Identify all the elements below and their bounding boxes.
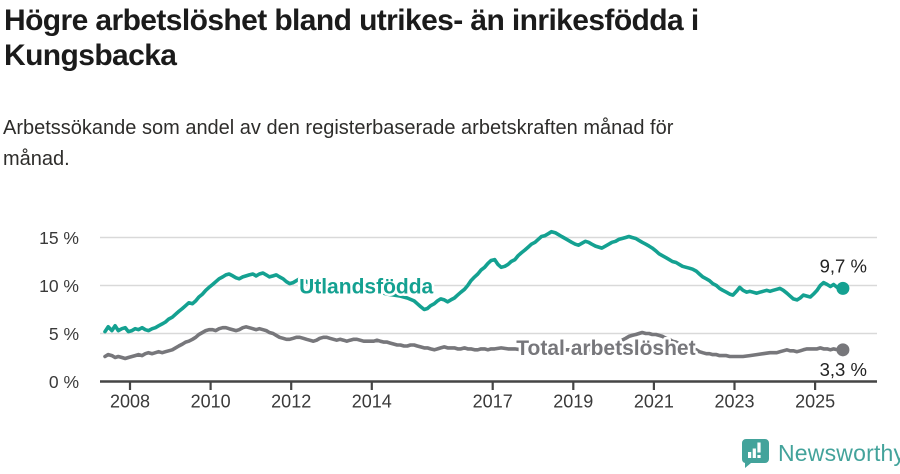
- series-end-dot-utlandsf-dda: [836, 281, 850, 295]
- end-value-label-utlandsf-dda: 9,7 %: [820, 255, 867, 276]
- y-tick-label: 15 %: [39, 228, 79, 248]
- y-tick-label: 10 %: [39, 276, 79, 296]
- page-title: Högre arbetslöshet bland utrikes- än inr…: [4, 4, 699, 72]
- series-label-total-arbetsl-shet: Total arbetslöshet: [516, 337, 695, 360]
- x-tick-label: 2008: [110, 392, 150, 412]
- newsworthy-logo-text: Newsworthy: [778, 439, 900, 466]
- y-tick-label: 5 %: [49, 324, 79, 344]
- x-tick-label: 2017: [473, 392, 513, 412]
- x-tick-label: 2023: [714, 392, 754, 412]
- series-label-utlandsf-dda: Utlandsfödda: [299, 275, 433, 298]
- page-subtitle: Arbetssökande som andel av den registerb…: [3, 117, 674, 170]
- end-value-label-total-arbetsl-shet: 3,3 %: [820, 359, 867, 380]
- x-tick-label: 2014: [352, 392, 392, 412]
- newsworthy-logo: Newsworthy: [741, 438, 900, 468]
- series-line-utlandsf-dda: [103, 229, 845, 334]
- x-tick-label: 2010: [191, 392, 231, 412]
- x-tick-label: 2019: [553, 392, 593, 412]
- x-tick-label: 2025: [795, 392, 835, 412]
- series-end-dot-total-arbetsl-shet: [836, 343, 850, 357]
- x-tick-label: 2012: [271, 392, 311, 412]
- y-tick-label: 0 %: [49, 372, 79, 392]
- newsworthy-chart-bubble-icon: [741, 439, 769, 468]
- series-line-total-arbetsl-shet: [103, 325, 845, 361]
- x-tick-label: 2021: [634, 392, 674, 412]
